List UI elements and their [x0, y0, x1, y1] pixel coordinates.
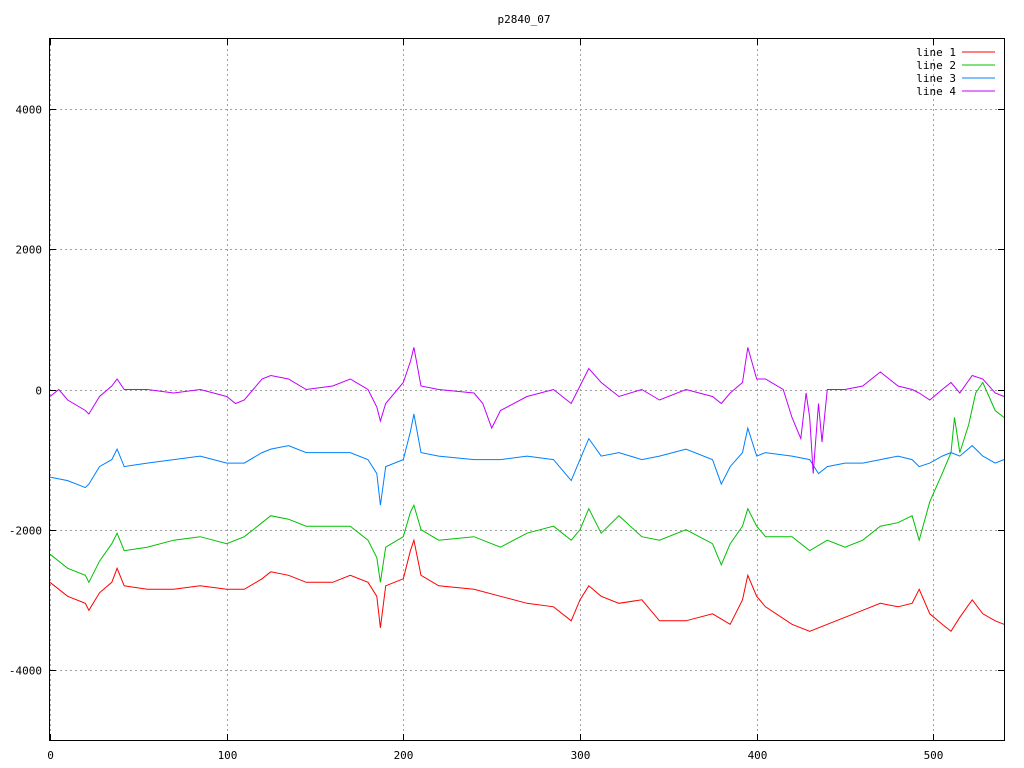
legend-label-1: line 1: [916, 46, 956, 59]
series-group: [49, 347, 1005, 633]
x-tick-label: 400: [748, 749, 768, 762]
series-line-3: [49, 413, 1005, 506]
y-tick-label: 2000: [16, 244, 43, 257]
chart-title: p2840_07: [498, 13, 551, 26]
grid: [50, 39, 1004, 740]
y-tick-label: 4000: [16, 104, 43, 117]
x-tick-label: 0: [47, 749, 54, 762]
y-tick-label: 0: [35, 385, 42, 398]
y-tick-label: -2000: [9, 525, 42, 538]
x-tick-label: 200: [394, 749, 414, 762]
series-line-2: [49, 381, 1005, 584]
x-tick-label: 300: [571, 749, 591, 762]
series-line-1: [49, 538, 1005, 633]
plot-frame: [49, 38, 1005, 741]
y-tick-label: -4000: [9, 665, 42, 678]
y-axis-ticks: -4000 -2000 0 2000 4000: [9, 104, 1004, 678]
x-tick-label: 100: [218, 749, 238, 762]
legend-label-4: line 4: [916, 85, 956, 98]
x-tick-label: 500: [924, 749, 944, 762]
x-axis-ticks: 0 100 200 300 400 500: [47, 39, 943, 762]
legend-label-2: line 2: [916, 59, 956, 72]
series-line-4: [49, 347, 1005, 474]
legend-label-3: line 3: [916, 72, 956, 85]
